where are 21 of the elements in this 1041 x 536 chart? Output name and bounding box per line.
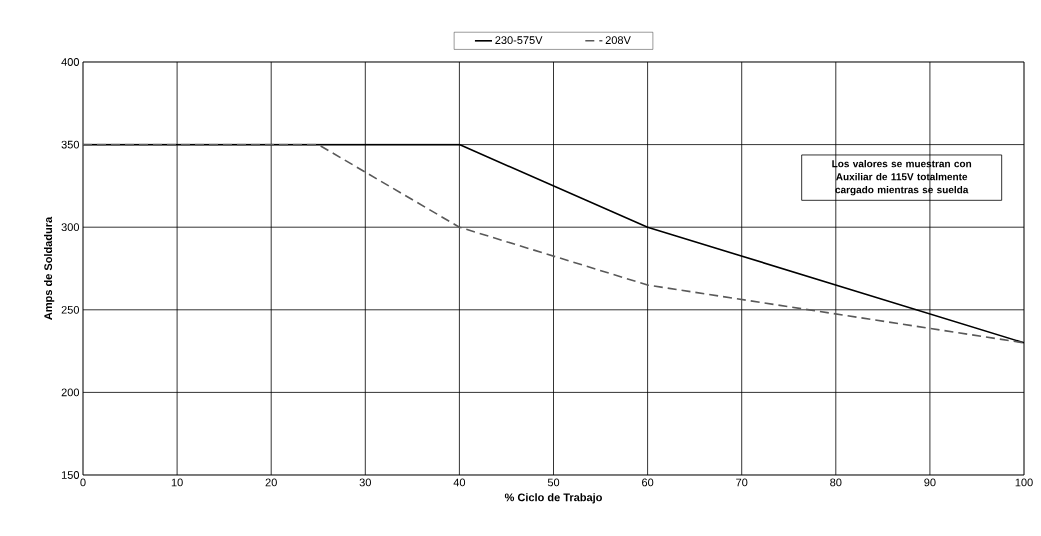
x-tick-label: 10 xyxy=(171,478,183,487)
legend-label: 230-575V xyxy=(495,36,543,45)
y-tick-label: 200 xyxy=(61,388,80,397)
y-tick-label: 300 xyxy=(61,223,80,232)
legend-label: 208V xyxy=(605,36,631,45)
x-tick-label: 70 xyxy=(736,478,748,487)
y-tick-label: 250 xyxy=(61,305,80,314)
x-tick-label: 100 xyxy=(1015,478,1033,487)
x-tick-label: 0 xyxy=(80,478,86,487)
x-tick-label: 60 xyxy=(642,478,654,487)
x-tick-label: 40 xyxy=(453,478,466,487)
x-tick-label: 90 xyxy=(924,478,936,487)
y-tick-label: 150 xyxy=(61,471,80,479)
y-tick-label: 350 xyxy=(61,140,80,149)
y-axis-title: Amps de Soldadura xyxy=(44,216,55,320)
x-tick-label: 50 xyxy=(547,478,560,487)
x-tick-label: 30 xyxy=(359,478,371,487)
x-tick-label: 20 xyxy=(265,478,277,487)
y-tick-label: 400 xyxy=(61,58,80,66)
x-tick-label: 80 xyxy=(830,478,842,487)
x-axis-title: % Ciclo de Trabajo xyxy=(504,493,602,504)
